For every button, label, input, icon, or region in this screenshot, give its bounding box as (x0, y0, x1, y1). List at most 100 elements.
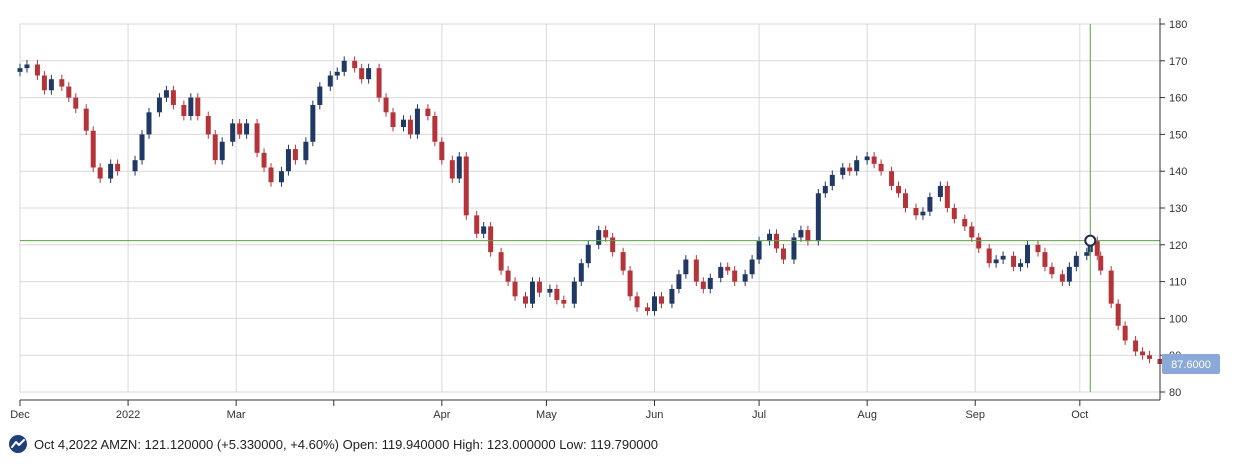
candle-body (132, 160, 138, 172)
candle-body (108, 163, 114, 179)
candle-body (847, 167, 853, 172)
candle-body (237, 123, 243, 135)
candle-body (707, 277, 713, 289)
candle-body (24, 64, 30, 69)
candle-body (951, 208, 957, 220)
candle-body (840, 167, 846, 175)
candle-body (432, 116, 438, 142)
candle-body (48, 79, 54, 91)
candle-body (937, 185, 943, 197)
candle-body (188, 97, 194, 116)
candle-body (170, 90, 176, 105)
candle-body (620, 252, 626, 271)
candle-body (83, 108, 89, 131)
x-tick-label: 2022 (116, 409, 140, 421)
candle-body (73, 97, 79, 109)
candle-body (1084, 252, 1090, 256)
candle-body (878, 163, 884, 172)
candle-body (798, 230, 804, 238)
candle-body (317, 86, 323, 105)
candle-body (854, 160, 860, 172)
candle-body (219, 141, 225, 161)
x-axis: Dec 2022 Mar Apr May Jun Jul Aug Sep Oct (10, 399, 1160, 421)
candle-body (627, 270, 633, 297)
candle-body (488, 226, 494, 253)
candle-body (17, 68, 23, 72)
candle-body (596, 230, 602, 245)
candle-body (439, 141, 445, 161)
candle-body (927, 196, 933, 212)
candle-body (254, 123, 260, 153)
x-tick-label: May (536, 409, 557, 421)
candle-body (230, 123, 236, 142)
candle-body (651, 296, 657, 312)
candle-body (1108, 270, 1114, 304)
candle-body (212, 134, 218, 161)
candle-body (390, 112, 396, 128)
candle-body (718, 266, 724, 278)
candle-body (756, 241, 762, 260)
candle-body (767, 233, 773, 242)
candle-body (676, 274, 682, 289)
y-tick-label: 110 (1169, 277, 1187, 289)
candle-body (986, 248, 992, 264)
candle-body (303, 141, 309, 161)
candle-body (97, 167, 103, 179)
candle-body (310, 104, 316, 142)
y-tick-label: 100 (1169, 313, 1187, 325)
y-tick-label: 140 (1169, 166, 1187, 178)
candle-body (571, 281, 577, 304)
candlestick-chart[interactable]: 8090100110120130140150160170180 Dec2022M… (0, 0, 1236, 432)
candle-body (732, 270, 738, 282)
candle-body (1042, 252, 1048, 267)
x-tick-label: Apr (433, 409, 450, 421)
candle-body (41, 75, 47, 91)
candle-body (400, 119, 406, 128)
candle-body (645, 307, 651, 312)
candle-body (366, 68, 372, 80)
candle-body (244, 123, 250, 135)
candle-body (376, 68, 382, 98)
candle-body (871, 156, 877, 164)
candle-body (456, 156, 462, 179)
last-price-tag-text: 87.6000 (1171, 359, 1211, 371)
candle-body (139, 134, 145, 161)
status-text: Oct 4,2022 AMZN: 121.120000 (+5.330000, … (34, 436, 658, 452)
candle-body (261, 152, 267, 168)
candle-body (1115, 303, 1121, 326)
x-tick-label: Dec (10, 409, 30, 421)
candle-body (425, 108, 431, 116)
candle-body (578, 263, 584, 282)
candle-body (334, 71, 340, 76)
candle-body (1011, 255, 1017, 267)
candle-body (498, 252, 504, 271)
candle-body (829, 174, 835, 186)
x-tick-label: Sep (965, 409, 985, 421)
candle-body (529, 281, 535, 304)
candle-body (1098, 255, 1104, 271)
candle-body (285, 149, 291, 172)
candle-body (327, 75, 333, 87)
candle-body (414, 108, 420, 135)
chart-grid (19, 23, 1160, 393)
x-tick-label: Oct (1071, 409, 1088, 421)
y-tick-label: 150 (1169, 129, 1187, 141)
candle-body (66, 86, 72, 98)
y-tick-label: 170 (1169, 56, 1187, 68)
candle-body (383, 97, 389, 113)
candle-body (1122, 325, 1128, 341)
candle-body (791, 237, 797, 260)
candle-body (1147, 355, 1153, 359)
candle-body (156, 97, 162, 113)
candle-body (59, 79, 65, 87)
candle-body (359, 68, 365, 80)
candle-body (278, 171, 284, 183)
candle-body (634, 296, 640, 308)
candle-body (536, 281, 542, 293)
candle-body (1133, 340, 1139, 352)
candle-series (17, 56, 1163, 369)
candle-body (474, 215, 480, 234)
y-tick-label: 130 (1169, 203, 1187, 215)
x-tick-label: Jul (752, 409, 766, 421)
candle-body (693, 259, 699, 282)
